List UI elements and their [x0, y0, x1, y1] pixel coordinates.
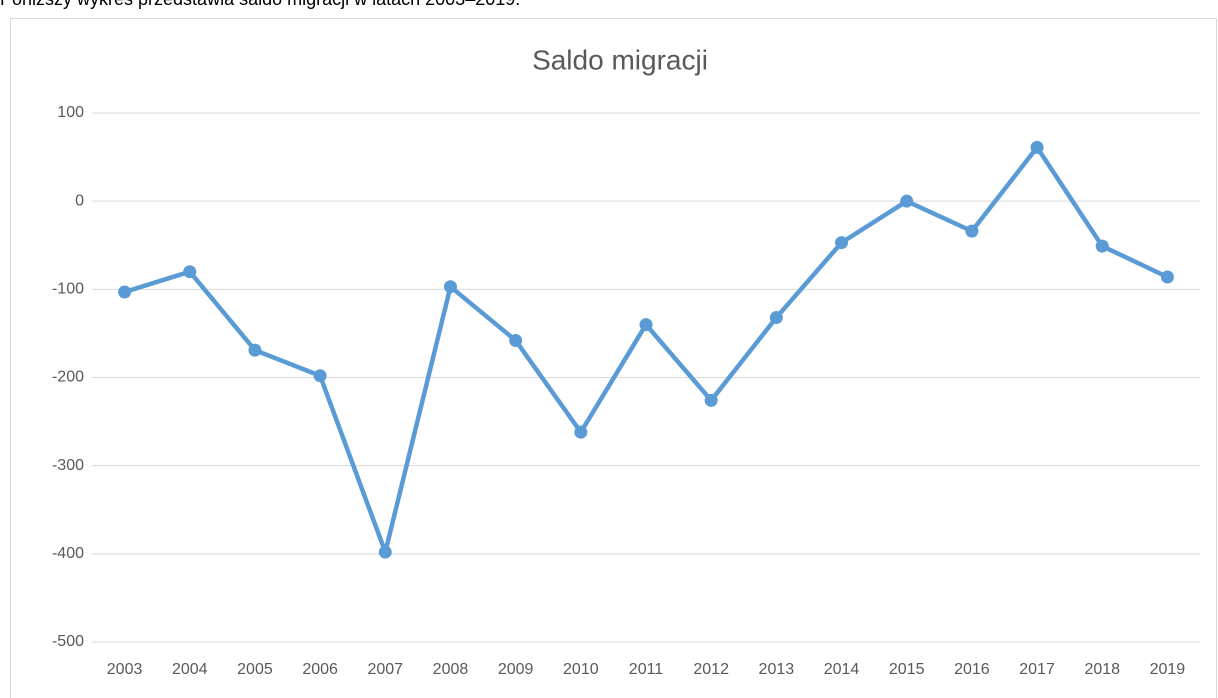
marker [1095, 239, 1109, 253]
marker [1160, 270, 1174, 284]
marker [639, 318, 653, 332]
x-tick-label: 2007 [367, 661, 403, 678]
y-tick-label: -500 [52, 633, 84, 650]
x-tick-label: 2005 [237, 661, 273, 678]
x-tick-label: 2012 [693, 661, 729, 678]
x-tick-label: 2003 [107, 661, 143, 678]
marker [835, 236, 849, 250]
chart-title: Saldo migracji [532, 44, 708, 75]
x-tick-label: 2011 [629, 661, 664, 678]
x-tick-label: 2010 [563, 661, 599, 678]
y-tick-label: -400 [52, 545, 84, 562]
x-tick-label: 2004 [172, 661, 208, 678]
marker [378, 545, 392, 559]
chart-border [10, 18, 1217, 698]
y-tick-label: -200 [52, 369, 84, 386]
y-tick-label: 0 [75, 192, 84, 209]
marker [313, 369, 327, 383]
x-tick-label: 2016 [954, 661, 990, 678]
x-tick-label: 2018 [1084, 661, 1120, 678]
y-tick-label: -100 [52, 281, 84, 298]
marker [248, 343, 262, 357]
x-tick-label: 2008 [433, 661, 469, 678]
caption: Poniższy wykres przedstawia saldo migrac… [0, 0, 520, 10]
marker [118, 285, 132, 299]
y-tick-label: -300 [52, 457, 84, 474]
line [123, 145, 1169, 555]
marker [704, 393, 718, 407]
x-tick-label: 2017 [1019, 661, 1055, 678]
x-tick-label: 2015 [889, 661, 925, 678]
marker [900, 194, 914, 208]
marker [965, 224, 979, 238]
x-tick-label: 2014 [824, 661, 860, 678]
marker [183, 265, 197, 279]
y-tick-label: 100 [57, 104, 84, 121]
x-tick-label: 2013 [759, 661, 795, 678]
x-tick-label: 2009 [498, 661, 534, 678]
x-tick-label: 2006 [302, 661, 338, 678]
marker [1030, 140, 1044, 154]
marker [574, 425, 588, 439]
marker [769, 311, 783, 325]
marker [443, 280, 457, 294]
x-tick-label: 2019 [1150, 661, 1186, 678]
marker [509, 333, 523, 347]
